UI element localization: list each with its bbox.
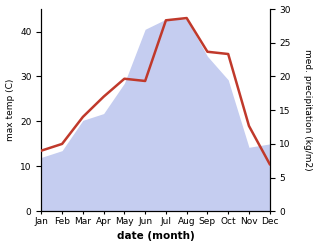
Y-axis label: max temp (C): max temp (C): [5, 79, 15, 141]
Y-axis label: med. precipitation (kg/m2): med. precipitation (kg/m2): [303, 49, 313, 171]
X-axis label: date (month): date (month): [117, 231, 194, 242]
